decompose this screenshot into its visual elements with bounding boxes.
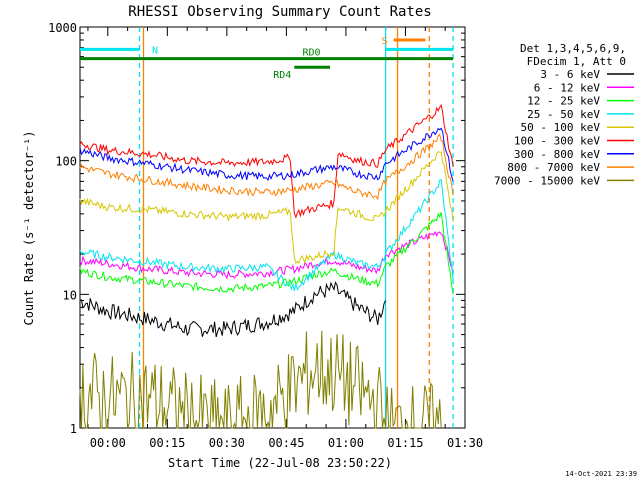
series-line: [79, 178, 454, 292]
legend-header-line-1: Det 1,3,4,5,6,9,: [520, 42, 626, 55]
y-tick-label: 1: [70, 422, 77, 436]
y-tick-label: 100: [55, 155, 77, 169]
x-tick-label: 00:00: [90, 436, 126, 450]
flag-label: RD4: [273, 70, 291, 81]
legend-entry-label: 100 - 300 keV: [514, 135, 600, 148]
y-axis-label: Count Rate (s⁻¹ detector⁻¹): [22, 130, 36, 325]
legend-entry-label: 3 - 6 keV: [540, 68, 600, 81]
footer-timestamp: 14-Oct-2021 23:39: [565, 470, 637, 478]
legend-entry-label: 7000 - 15000 keV: [494, 174, 600, 187]
legend-header-line-2: FDecim 1, Att 0: [527, 55, 626, 68]
y-tick-label: 10: [63, 288, 77, 302]
x-axis-label: Start Time (22-Jul-08 23:50:22): [168, 456, 392, 470]
chart-title: RHESSI Observing Summary Count Rates: [128, 4, 431, 20]
legend-entry-label: 50 - 100 keV: [521, 121, 601, 134]
series-line: [79, 212, 454, 295]
series-line: [79, 330, 442, 429]
x-tick-label: 01:30: [447, 436, 483, 450]
series-line: [79, 127, 454, 182]
x-tick-label: 01:00: [328, 436, 364, 450]
series-line: [79, 133, 454, 201]
x-tick-label: 01:15: [387, 436, 423, 450]
flag-label: N: [152, 45, 158, 56]
legend-entry-label: 800 - 7000 keV: [507, 161, 600, 174]
legend-entry-label: 300 - 800 keV: [514, 148, 600, 161]
flag-label: S: [382, 36, 388, 47]
flag-label: RD0: [303, 48, 321, 59]
series-line: [79, 281, 387, 338]
legend-entry-label: 25 - 50 keV: [527, 108, 600, 121]
series-line: [79, 151, 454, 265]
x-tick-label: 00:30: [209, 436, 245, 450]
legend-entry-label: 12 - 25 keV: [527, 95, 600, 108]
x-tick-label: 00:45: [268, 436, 304, 450]
series-line: [79, 103, 454, 219]
y-tick-label: 1000: [48, 21, 77, 35]
legend-entry-label: 6 - 12 keV: [534, 81, 601, 94]
x-tick-label: 00:15: [149, 436, 185, 450]
